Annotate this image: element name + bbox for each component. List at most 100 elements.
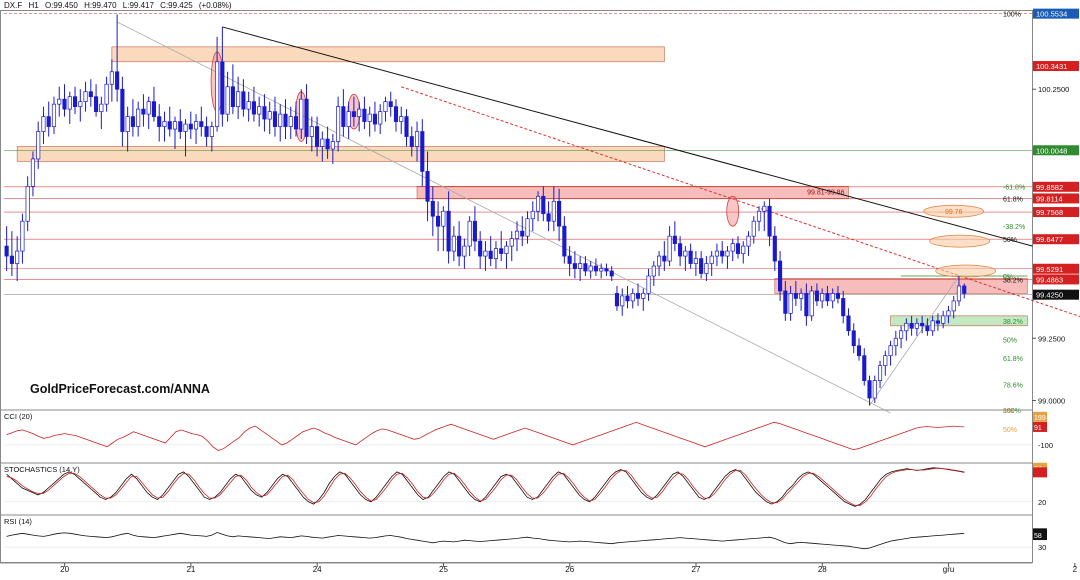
- candle-body: [756, 210, 762, 222]
- candle-body: [178, 121, 183, 132]
- candle-body: [436, 215, 441, 227]
- candle-body: [746, 235, 751, 247]
- resistance-zone-red-label: 99.81-99.86: [807, 189, 844, 196]
- candle-body: [120, 88, 125, 132]
- candle-79: [420, 119, 425, 187]
- support-zone-green: [890, 315, 1028, 327]
- candle-body: [278, 113, 283, 127]
- candle-39: [209, 121, 214, 152]
- low-value: L:99.417: [122, 1, 154, 10]
- candle-165: [872, 375, 877, 404]
- candle-57: [304, 84, 309, 144]
- candle-8: [46, 101, 51, 137]
- candle-66: [351, 96, 356, 127]
- candle-108: [572, 251, 577, 279]
- target-ellipse-0: [923, 204, 985, 218]
- candle-31: [167, 106, 172, 137]
- candle-body: [99, 103, 104, 112]
- downtrend-line-black: [222, 26, 1033, 247]
- candle-body: [4, 245, 9, 257]
- x-tick-label-1: 21: [186, 565, 195, 574]
- candle-99: [525, 211, 530, 244]
- candle-172: [909, 315, 914, 336]
- level-label-1: 61.8%: [1003, 196, 1023, 203]
- candle-body: [30, 158, 35, 187]
- candle-body: [57, 98, 62, 105]
- candle-127: [672, 221, 677, 252]
- candle-body: [720, 250, 725, 257]
- candle-16: [88, 79, 93, 107]
- candle-98: [520, 216, 525, 247]
- candle-body: [635, 293, 641, 299]
- candle-6: [36, 121, 41, 169]
- candle-body: [293, 116, 299, 130]
- candle-43: [230, 64, 235, 115]
- candle-body: [25, 185, 30, 222]
- candle-body: [925, 325, 930, 332]
- candle-body: [799, 293, 804, 299]
- x-tick-label-2: 24: [313, 565, 322, 574]
- candle-body: [425, 171, 430, 202]
- candle-147: [778, 251, 783, 301]
- candle-body: [646, 275, 651, 294]
- candle-body: [572, 263, 577, 269]
- candle-body: [220, 61, 225, 115]
- candle-60: [320, 131, 325, 162]
- fib-label-8: 0%: [1003, 408, 1013, 415]
- cci-badge-label-0: 199: [1034, 415, 1046, 422]
- candle-body: [236, 91, 241, 107]
- candle-139: [735, 236, 741, 259]
- candle-body: [793, 293, 798, 299]
- candle-body: [714, 250, 719, 257]
- candle-113: [599, 263, 604, 279]
- candle-body: [578, 263, 583, 269]
- candle-81: [430, 186, 435, 237]
- candle-body: [751, 220, 756, 237]
- candle-body: [441, 210, 446, 227]
- candle-94: [499, 231, 504, 262]
- candle-106: [562, 216, 567, 264]
- candle-105: [557, 188, 562, 242]
- candle-body: [209, 126, 214, 137]
- candle-97: [514, 221, 520, 252]
- candle-117: [620, 288, 625, 316]
- candle-body: [404, 116, 409, 137]
- candle-body: [46, 116, 51, 127]
- symbol-label: DX.F: [4, 1, 23, 10]
- candle-26: [141, 94, 146, 127]
- candle-body: [283, 113, 288, 127]
- candle-body: [835, 293, 841, 299]
- candle-body: [315, 126, 320, 147]
- fib-label-2: 0%: [1003, 274, 1013, 281]
- price-badge-3: [1033, 181, 1079, 192]
- candle-body: [183, 123, 188, 132]
- candle-body: [493, 248, 499, 259]
- candle-90: [478, 231, 483, 269]
- candle-28: [151, 86, 157, 122]
- candle-body: [188, 123, 193, 130]
- candle-125: [662, 241, 667, 272]
- candle-89: [472, 206, 477, 252]
- price-badge-1: [1033, 61, 1079, 72]
- candle-35: [188, 111, 193, 140]
- candle-158: [835, 285, 841, 304]
- stochastics-panel-title: STOCHASTICS (14,Y): [4, 465, 80, 474]
- level-label-0: 100%: [1003, 12, 1021, 19]
- candle-body: [136, 108, 141, 127]
- candle-body: [809, 290, 814, 317]
- candle-body: [909, 322, 914, 329]
- fib-label-5: 61.8%: [1003, 356, 1023, 363]
- candle-134: [709, 251, 714, 276]
- candle-body: [94, 96, 99, 112]
- candle-body: [157, 116, 162, 127]
- candle-175: [925, 318, 930, 336]
- candle-body: [841, 298, 846, 317]
- candle-body: [409, 136, 414, 147]
- candle-body: [320, 138, 325, 147]
- candle-body: [246, 101, 251, 110]
- candle-146: [772, 226, 777, 272]
- price-badge-label-1: 100.3431: [1036, 62, 1067, 71]
- candle-body: [393, 106, 399, 122]
- candle-body: [804, 293, 809, 317]
- candle-body: [399, 116, 404, 122]
